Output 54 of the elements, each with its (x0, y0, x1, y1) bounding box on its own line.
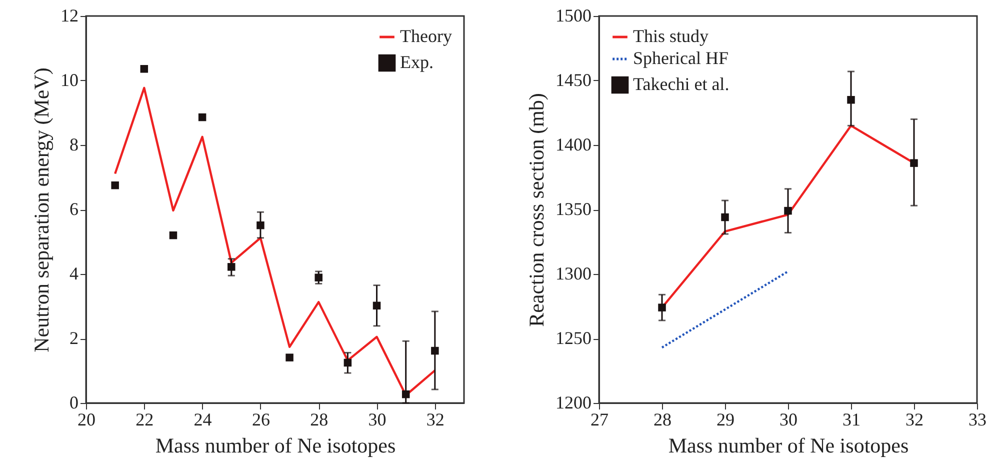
x-tick-label: 26 (252, 410, 270, 430)
point (140, 65, 148, 73)
y-tick-label: 12 (60, 6, 78, 26)
x-tick-label: 24 (194, 410, 212, 430)
x-tick-label: 31 (842, 410, 860, 430)
y-tick-label: 0 (70, 392, 78, 412)
y-tick-label: 2 (70, 328, 78, 348)
x-tick-label: 28 (654, 410, 672, 430)
y-tick-label: 1300 (556, 264, 592, 284)
point (721, 213, 729, 222)
point (402, 390, 410, 398)
point (228, 263, 236, 271)
point (256, 221, 264, 230)
point (111, 181, 119, 190)
y-tick-label: 1400 (556, 134, 592, 154)
x-tick-label: 20 (78, 410, 96, 430)
point (431, 346, 439, 355)
point (372, 302, 381, 310)
y-tick-label: 8 (70, 134, 78, 154)
y-axis-title: Neutron separation energy (MeV) (30, 68, 54, 352)
x-axis-title: Mass number of Ne isotopes (668, 434, 909, 458)
y-tick-label: 1250 (556, 328, 592, 348)
x-tick-label: 33 (968, 410, 986, 430)
point (784, 206, 792, 215)
y-tick-label: 6 (70, 199, 78, 219)
point (198, 113, 206, 122)
point (286, 354, 294, 362)
point (910, 159, 918, 167)
point (169, 231, 178, 240)
x-tick-label: 32 (906, 410, 924, 430)
y-tick-label: 4 (70, 264, 78, 284)
x-tick-label: 27 (590, 410, 608, 430)
x-tick-label: 22 (136, 410, 154, 430)
legend-label: This study (633, 26, 709, 46)
x-tick-label: 32 (426, 410, 444, 430)
legend-label: Spherical HF (633, 48, 728, 68)
legend-label: Exp. (400, 52, 434, 72)
point (658, 304, 666, 312)
x-tick-label: 28 (310, 410, 328, 430)
x-axis-title: Mass number of Ne isotopes (155, 434, 396, 458)
legend-label: Theory (400, 26, 452, 46)
legend-label: Takechi et al. (633, 74, 730, 94)
y-tick-label: 1350 (556, 199, 592, 219)
point (314, 274, 322, 282)
y-tick-label: 10 (60, 70, 78, 90)
point (344, 358, 352, 367)
x-tick-label: 30 (780, 410, 798, 430)
y-axis-title: Reaction cross section (mb) (524, 93, 548, 327)
point (847, 96, 855, 104)
x-tick-label: 29 (716, 410, 734, 430)
y-tick-label: 1200 (556, 392, 592, 412)
y-tick-label: 1450 (556, 70, 592, 90)
y-tick-label: 1500 (556, 6, 592, 26)
x-tick-label: 30 (368, 410, 386, 430)
